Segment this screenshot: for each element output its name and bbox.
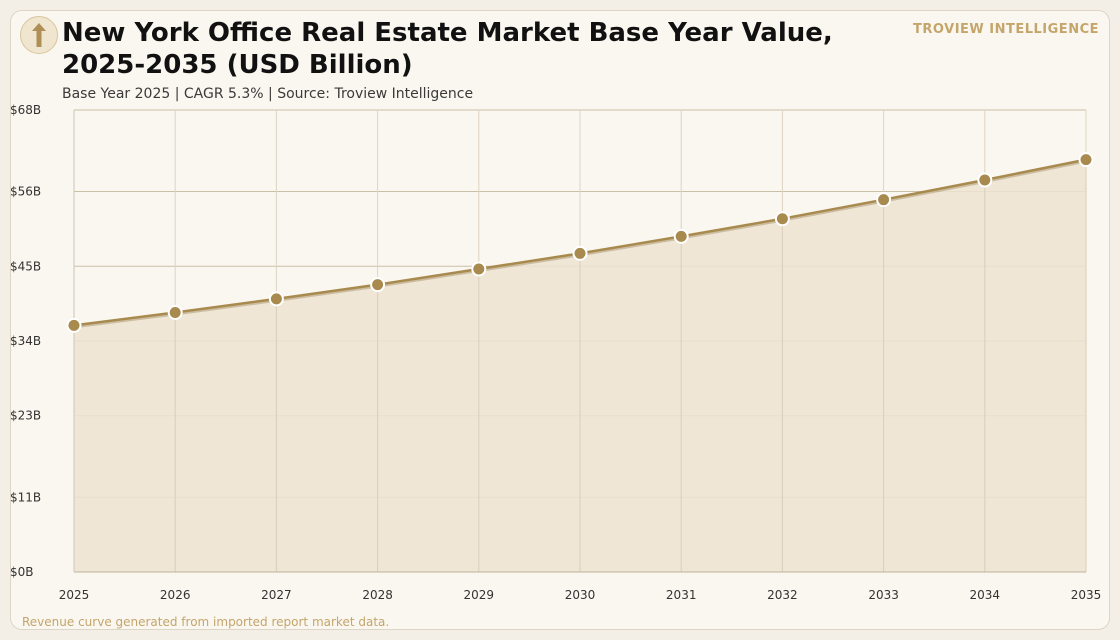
x-tick-label: 2028	[362, 588, 393, 602]
logo-badge	[20, 16, 58, 54]
chart-title: New York Office Real Estate Market Base …	[62, 18, 833, 80]
y-tick-label: $0B	[10, 565, 34, 579]
arrow-up-icon	[32, 23, 46, 47]
x-tick-label: 2026	[160, 588, 191, 602]
y-tick-label: $11B	[10, 490, 41, 504]
x-tick-label: 2035	[1071, 588, 1102, 602]
y-tick-label: $45B	[10, 259, 41, 273]
y-tick-label: $56B	[10, 185, 41, 199]
data-point	[268, 291, 284, 307]
data-point	[370, 277, 386, 293]
x-tick-label: 2030	[565, 588, 596, 602]
y-tick-label: $23B	[10, 409, 41, 423]
x-tick-label: 2033	[868, 588, 899, 602]
x-tick-label: 2031	[666, 588, 697, 602]
data-point	[977, 172, 993, 188]
brand-label: TROVIEW INTELLIGENCE	[913, 22, 1099, 37]
data-point	[572, 245, 588, 261]
x-tick-label: 2029	[464, 588, 495, 602]
data-point	[66, 317, 82, 333]
data-point	[1078, 152, 1094, 168]
x-tick-label: 2034	[970, 588, 1001, 602]
data-point	[673, 228, 689, 244]
data-point	[471, 261, 487, 277]
x-tick-label: 2025	[59, 588, 90, 602]
footer-note: Revenue curve generated from imported re…	[22, 615, 390, 629]
data-point	[876, 192, 892, 208]
y-tick-label: $34B	[10, 334, 41, 348]
x-tick-label: 2032	[767, 588, 798, 602]
x-tick-label: 2027	[261, 588, 292, 602]
chart-subtitle: Base Year 2025 | CAGR 5.3% | Source: Tro…	[62, 86, 474, 102]
data-point	[774, 211, 790, 227]
y-tick-label: $68B	[10, 103, 41, 117]
data-point	[167, 304, 183, 320]
